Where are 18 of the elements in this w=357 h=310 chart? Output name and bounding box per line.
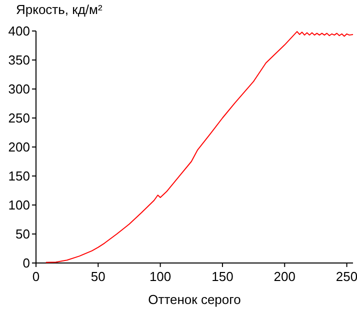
y-tick-label: 0 xyxy=(22,256,30,271)
y-tick-label: 50 xyxy=(16,226,30,242)
x-tick-label: 200 xyxy=(274,269,296,284)
y-tick-label: 350 xyxy=(8,52,30,68)
y-tick-label: 200 xyxy=(8,140,30,155)
x-tick-label: 0 xyxy=(32,269,40,284)
x-axis-title: Оттенок серого xyxy=(148,292,241,307)
x-tick-label: 150 xyxy=(212,269,234,284)
y-tick-label: 100 xyxy=(8,198,30,213)
x-tick-label: 50 xyxy=(90,269,106,284)
x-tick-label: 100 xyxy=(149,269,172,284)
y-axis-title: Яркость, кд/м² xyxy=(16,2,103,17)
line-series xyxy=(45,31,354,263)
y-tick-label: 400 xyxy=(8,24,30,39)
y-tick-label: 150 xyxy=(8,168,30,184)
y-tick-label: 300 xyxy=(8,82,30,97)
x-tick-label: 250 xyxy=(336,269,357,284)
y-tick-label: 250 xyxy=(8,110,30,126)
